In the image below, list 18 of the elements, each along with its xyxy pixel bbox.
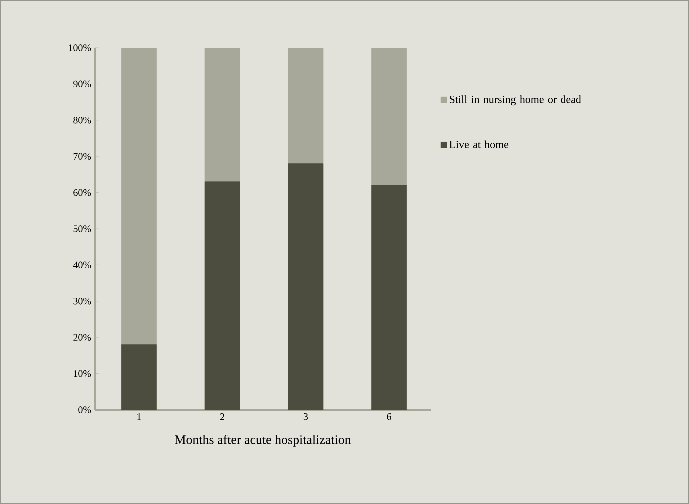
y-tick-label: 100% [69,44,92,52]
y-tick-label: 10% [74,370,92,378]
y-tick-label: 50% [74,226,92,232]
y-tick-label: 40% [73,262,92,269]
x-axis-title: Months after acute hospitalization [175,435,352,447]
y-tick-label: 80% [74,117,92,124]
x-tick-label: 6 [387,414,392,420]
x-tick-label: 2 [220,414,225,420]
y-tick-label: 70% [74,153,92,160]
y-tick-label: 20% [74,334,92,341]
y-tick-label: 30% [74,298,92,305]
x-tick-label: 3 [304,414,308,420]
legend-label: Still in nursing home or dead [450,96,582,106]
x-tick-label: 1 [138,414,142,420]
y-tick-label: 90% [74,80,92,88]
y-tick-label: 0% [78,406,92,414]
y-tick-label: 60% [74,189,92,196]
legend-label: Live at home [450,140,509,148]
